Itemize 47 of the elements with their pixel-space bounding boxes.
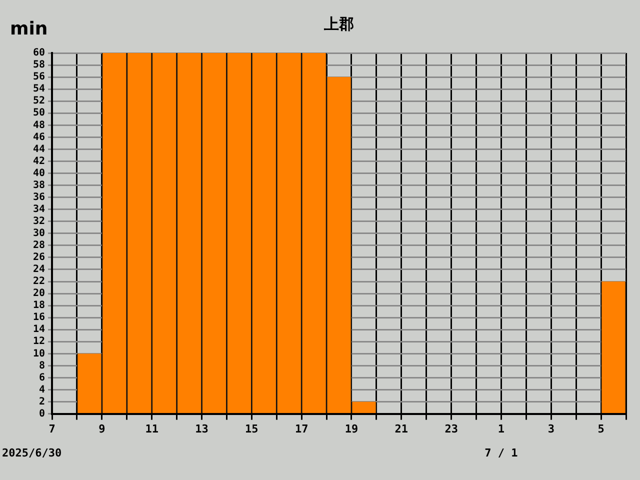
y-tick-label: 36 xyxy=(32,192,46,203)
y-tick-label: 6 xyxy=(39,372,46,384)
y-tick-label: 52 xyxy=(32,96,46,107)
x-tick-label: 1 xyxy=(498,422,505,436)
y-tick-label: 18 xyxy=(32,300,46,312)
y-tick-label: 56 xyxy=(32,72,46,83)
y-tick-label: 44 xyxy=(32,144,46,155)
y-tick-label: 48 xyxy=(32,120,46,131)
x-tick-label: 23 xyxy=(444,422,458,436)
y-tick-label: 14 xyxy=(32,324,46,336)
y-tick-label: 46 xyxy=(32,132,46,143)
y-tick-label: 4 xyxy=(39,384,46,396)
x-tick-label: 17 xyxy=(294,422,308,436)
y-tick-label: 20 xyxy=(32,288,46,300)
y-tick-label: 34 xyxy=(32,204,46,215)
y-axis-title: min xyxy=(10,18,48,40)
y-tick-label: 26 xyxy=(32,252,46,264)
y-tick-label: 24 xyxy=(32,264,46,276)
text: 2025/6/30 xyxy=(2,446,62,460)
y-tick-label: 28 xyxy=(32,240,46,252)
y-tick-label: 60 xyxy=(32,48,46,59)
x-tick-label: 5 xyxy=(598,422,604,436)
y-tick-label: 32 xyxy=(32,216,46,227)
y-tick-label: 12 xyxy=(32,336,46,348)
y-tick-label: 30 xyxy=(32,228,46,239)
y-tick-label: 0 xyxy=(39,408,46,420)
x-tick-label: 11 xyxy=(145,422,159,436)
y-tick-label: 22 xyxy=(32,276,46,288)
y-tick-label: 40 xyxy=(32,168,46,179)
x-tick-label: 21 xyxy=(394,422,408,436)
y-tick-label: 2 xyxy=(39,396,46,408)
y-tick-label: 42 xyxy=(32,156,46,167)
y-tick-label: 10 xyxy=(32,348,46,360)
x-tick-label: 13 xyxy=(195,422,208,436)
x-tick-label: 7 xyxy=(48,422,56,436)
x-tick-label: 9 xyxy=(98,422,106,436)
x-tick-label: 15 xyxy=(245,422,258,436)
y-tick-label: 54 xyxy=(32,84,46,95)
text: 7 / 1 xyxy=(484,446,518,460)
y-tick-label: 50 xyxy=(32,108,46,119)
y-tick-label: 58 xyxy=(32,60,46,71)
y-tick-label: 16 xyxy=(32,312,46,324)
chart-title: 上郡 xyxy=(323,14,354,33)
x-tick-label: 19 xyxy=(344,422,358,436)
x-tick-label: 3 xyxy=(548,422,554,436)
y-tick-label: 38 xyxy=(32,180,46,191)
y-tick-label: 8 xyxy=(39,360,46,372)
